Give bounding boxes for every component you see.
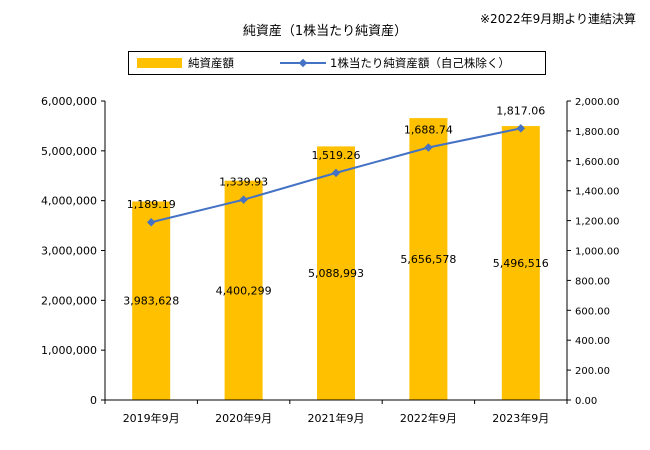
- bar-data-label: 5,656,578: [400, 253, 456, 266]
- line-point: [239, 195, 248, 204]
- bar: [409, 118, 448, 400]
- bar: [132, 201, 171, 400]
- right-tick-label: 1,400.00: [575, 187, 620, 198]
- legend-label-net-assets: 純資産額: [188, 56, 234, 70]
- consolidation-note: ※2022年9月期より連結決算: [480, 12, 636, 26]
- right-tick-label: 2,000.00: [575, 97, 620, 108]
- left-tick-label: 0: [90, 394, 97, 407]
- left-tick-label: 2,000,000: [41, 294, 97, 307]
- line-data-label: 1,339.93: [219, 176, 268, 189]
- chart-title: 純資産（1株当たり純資産）: [242, 24, 408, 39]
- right-tick-label: 800.00: [575, 276, 610, 287]
- x-tick-label: 2020年9月: [215, 411, 272, 425]
- x-tick-label: 2022年9月: [400, 411, 457, 425]
- line-point: [146, 217, 156, 227]
- right-tick-label: 200.00: [575, 366, 610, 377]
- legend-item-per-share: 1株当たり純資産額（自己株除く）: [280, 55, 510, 71]
- left-tick-label: 3,000,000: [41, 245, 97, 258]
- right-tick-label: 0.00: [575, 396, 597, 407]
- right-tick-label: 1,000.00: [575, 247, 620, 258]
- bar: [317, 146, 355, 400]
- bar-series: [132, 118, 540, 401]
- line-point: [331, 168, 341, 178]
- line-data-label: 1,688.74: [404, 124, 453, 137]
- x-tick-label: 2021年9月: [308, 411, 365, 425]
- chart-legend: 純資産額 1株当たり純資産額（自己株除く）: [128, 51, 546, 75]
- bar-data-label: 3,983,628: [123, 295, 179, 308]
- bar: [501, 126, 540, 401]
- bar-data-label: 4,400,299: [216, 284, 272, 297]
- line-data-label: 1,189.19: [127, 198, 176, 211]
- line-point: [424, 143, 433, 152]
- right-tick-label: 1,800.00: [575, 127, 620, 138]
- legend-bar-swatch: [137, 58, 182, 68]
- left-tick-label: 5,000,000: [41, 145, 97, 158]
- axes: 0 1,000,000 2,000,000 3,000,000 4,000,000 5,0…: [41, 95, 620, 425]
- left-tick-label: 1,000,000: [41, 344, 97, 357]
- legend-item-net-assets: 純資産額: [137, 55, 234, 71]
- legend-line-swatch: [280, 58, 326, 68]
- right-tick-label: 400.00: [575, 336, 610, 347]
- left-tick-label: 6,000,000: [41, 95, 97, 108]
- right-tick-label: 1,200.00: [575, 217, 620, 228]
- data-labels: 1,189.19 1,339.93 1,519.26 1,688.74 1,817.06…: [123, 104, 549, 307]
- left-tick-label: 4,000,000: [41, 195, 97, 208]
- line-data-label: 1,519.26: [312, 149, 361, 162]
- x-tick-label: 2019年9月: [123, 411, 180, 425]
- bar-data-label: 5,496,516: [493, 257, 549, 270]
- legend-label-per-share: 1株当たり純資産額（自己株除く）: [330, 56, 510, 70]
- line-data-label: 1,817.06: [496, 104, 545, 117]
- x-tick-label: 2023年9月: [492, 411, 549, 425]
- bar: [224, 180, 263, 400]
- right-tick-label: 600.00: [575, 306, 610, 317]
- right-tick-label: 1,600.00: [575, 157, 620, 168]
- bar-data-label: 5,088,993: [308, 267, 364, 280]
